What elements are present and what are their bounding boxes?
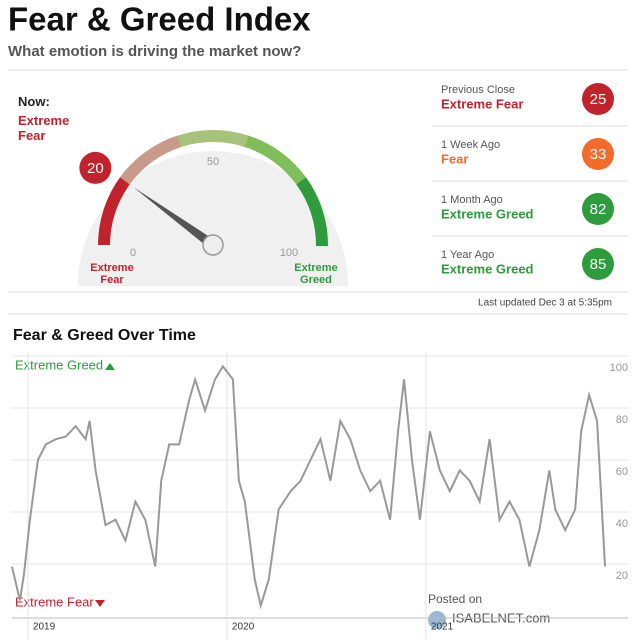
history-label: Previous Close <box>441 84 515 96</box>
arrow-up <box>105 363 115 370</box>
subtitle: What emotion is driving the market now? <box>8 43 301 60</box>
history-badge <box>582 193 614 225</box>
gauge-tick-label: 0 <box>130 247 136 259</box>
chart-title: Fear & Greed Over Time <box>13 327 196 344</box>
page-title: Fear & Greed Index <box>8 1 311 38</box>
now-label: Now: <box>18 94 50 109</box>
gauge-badge <box>79 151 112 184</box>
gauge-segment <box>98 176 131 246</box>
history-rating: Fear <box>441 151 468 166</box>
globe-icon <box>428 611 446 629</box>
history-label: 1 Year Ago <box>441 249 494 261</box>
gauge-segment <box>296 177 328 247</box>
history-rating: Extreme Greed <box>441 261 534 276</box>
y-tick-label: 100 <box>610 362 628 374</box>
gauge-value: 20 <box>87 160 104 177</box>
history-rating: Extreme Greed <box>441 206 534 221</box>
series-line <box>11 364 607 610</box>
gauge-segment <box>244 135 307 186</box>
history-value: 85 <box>590 256 607 273</box>
x-tick-label: 2019 <box>33 622 56 633</box>
history-value: 82 <box>590 201 607 218</box>
gauge-needle <box>133 187 216 250</box>
history-badge <box>582 138 614 170</box>
history-value: 25 <box>590 91 607 108</box>
x-tick-label: 2021 <box>431 622 454 633</box>
gauge-max-label: Extreme Greed <box>294 262 338 286</box>
y-tick-label: 40 <box>616 518 628 530</box>
history-label: 1 Week Ago <box>441 139 500 151</box>
now-rating: Extreme Fear <box>18 113 70 143</box>
annotation: Extreme Greed <box>15 357 103 372</box>
history-value: 33 <box>590 146 607 163</box>
last-updated: Last updated Dec 3 at 5:35pm <box>478 298 612 309</box>
gauge-tick-label: 50 <box>207 156 219 168</box>
history-label: 1 Month Ago <box>441 194 503 206</box>
y-tick-label: 20 <box>616 570 628 582</box>
watermark: Posted on <box>428 592 482 606</box>
gauge-hub <box>202 234 224 256</box>
gauge-min-label: Extreme Fear <box>90 262 134 286</box>
gauge-tick-label: 100 <box>280 247 298 259</box>
gauge-segment <box>119 135 183 185</box>
gauge-bg <box>78 151 348 286</box>
history-rating: Extreme Fear <box>441 96 523 111</box>
arrow-down <box>95 600 105 607</box>
gauge-segment <box>177 130 250 148</box>
gauge-arc <box>98 130 328 247</box>
x-tick-label: 2020 <box>232 622 255 633</box>
y-tick-label: 80 <box>616 414 628 426</box>
y-tick-label: 60 <box>616 466 628 478</box>
history-badge <box>582 248 614 280</box>
history-badge <box>582 83 614 115</box>
annotation: Extreme Fear <box>15 594 94 609</box>
